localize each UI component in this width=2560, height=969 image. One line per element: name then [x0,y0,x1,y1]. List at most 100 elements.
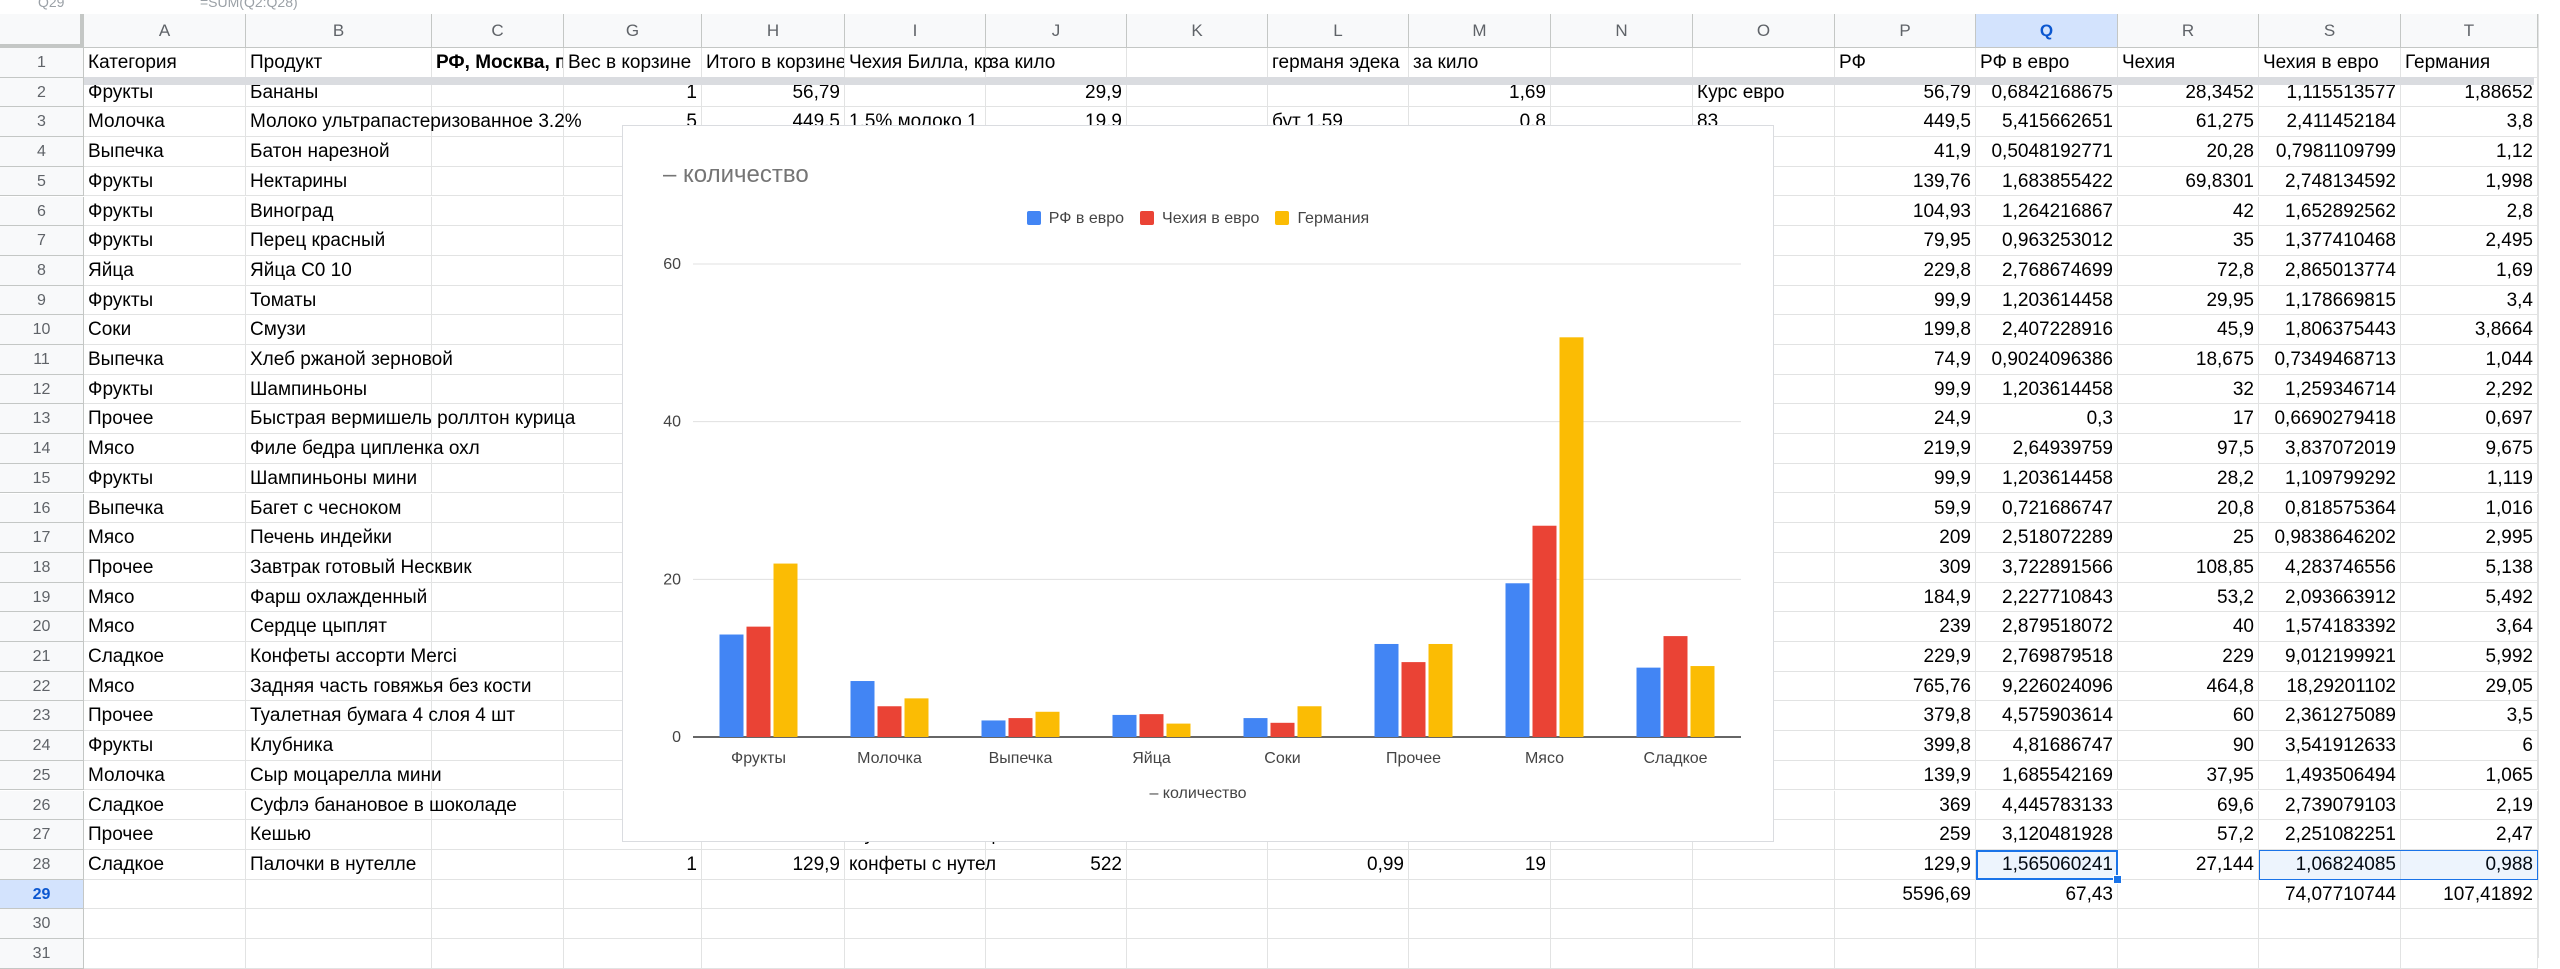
cell-r5[interactable]: 69,8301 [2118,166,2259,197]
cell-s23[interactable]: 2,361275089 [2259,701,2401,732]
cell-a26[interactable]: Сладкое [84,790,246,821]
cell-q4[interactable]: 0,5048192771 [1976,137,2118,167]
cell-q7[interactable]: 0,963253012 [1976,226,2118,256]
cell-i30[interactable] [845,909,986,939]
cell-a7[interactable]: Фрукты [84,226,246,256]
bar-3-0[interactable] [1112,714,1137,737]
row-header-18[interactable]: 18 [0,552,84,583]
cell-b5[interactable]: Нектарины [246,166,432,197]
cell-s22[interactable]: 18,29201102 [2259,671,2401,702]
legend-item[interactable]: Германия [1275,210,1369,228]
cell-p6[interactable]: 104,93 [1835,196,1976,227]
cell-s27[interactable]: 2,251082251 [2259,820,2401,850]
cell-r4[interactable]: 20,28 [2118,137,2259,167]
cell-p28[interactable]: 129,9 [1835,849,1976,880]
cell-p21[interactable]: 229,9 [1835,642,1976,672]
cell-p16[interactable]: 59,9 [1835,493,1976,524]
column-header-k[interactable]: K [1127,14,1268,48]
cell-s5[interactable]: 2,748134592 [2259,166,2401,197]
cell-s2[interactable]: 1,115513577 [2259,77,2401,108]
bar-7-0[interactable] [1636,667,1661,737]
row-header-24[interactable]: 24 [0,731,84,761]
cell-b4[interactable]: Батон нарезной [246,137,432,167]
cell-s7[interactable]: 1,377410468 [2259,226,2401,256]
cell-t23[interactable]: 3,5 [2401,701,2538,732]
cell-n29[interactable] [1551,879,1693,910]
cell-c18[interactable] [432,552,564,583]
row-header-8[interactable]: 8 [0,255,84,286]
cell-p2[interactable]: 56,79 [1835,77,1976,108]
cell-r20[interactable]: 40 [2118,612,2259,642]
cell-h2[interactable]: 56,79 [702,77,845,108]
cell-t10[interactable]: 3,8664 [2401,315,2538,345]
cell-b31[interactable] [246,939,432,969]
cell-g31[interactable] [564,939,702,969]
cell-b10[interactable]: Смузи [246,315,432,345]
cell-r30[interactable] [2118,909,2259,939]
cell-c2[interactable] [432,77,564,108]
cell-r11[interactable]: 18,675 [2118,345,2259,375]
cell-l29[interactable] [1268,879,1409,910]
cell-i29[interactable] [845,879,986,910]
bar-0-1[interactable] [746,626,771,737]
cell-a14[interactable]: Мясо [84,434,246,464]
cell-t27[interactable]: 2,47 [2401,820,2538,850]
cell-o31[interactable] [1693,939,1835,969]
cell-c5[interactable] [432,166,564,197]
cell-s9[interactable]: 1,178669815 [2259,285,2401,316]
column-header-a[interactable]: A [84,14,246,48]
cell-p12[interactable]: 99,9 [1835,374,1976,405]
cell-s3[interactable]: 2,411452184 [2259,107,2401,138]
column-header-s[interactable]: S [2259,14,2401,48]
cell-k28[interactable] [1127,849,1268,880]
cell-b27[interactable]: Кешью [246,820,432,850]
cell-s11[interactable]: 0,7349468713 [2259,345,2401,375]
column-header-o[interactable]: O [1693,14,1835,48]
cell-a30[interactable] [84,909,246,939]
column-header-t[interactable]: T [2401,14,2538,48]
cell-q17[interactable]: 2,518072289 [1976,523,2118,553]
cell-p24[interactable]: 399,8 [1835,731,1976,761]
cell-c1[interactable]: РФ, Москва, п [432,48,564,78]
cell-r12[interactable]: 32 [2118,374,2259,405]
column-header-n[interactable]: N [1551,14,1693,48]
cell-s15[interactable]: 1,109799292 [2259,463,2401,494]
cell-q21[interactable]: 2,769879518 [1976,642,2118,672]
cell-p1[interactable]: РФ [1835,48,1976,78]
cell-q8[interactable]: 2,768674699 [1976,255,2118,286]
cell-c11[interactable] [432,345,564,375]
row-header-31[interactable]: 31 [0,939,84,969]
chart[interactable]: – количество РФ в евро Чехия в евро Герман… [622,125,1774,842]
cell-r18[interactable]: 108,85 [2118,552,2259,583]
cell-q23[interactable]: 4,575903614 [1976,701,2118,732]
cell-n31[interactable] [1551,939,1693,969]
row-header-16[interactable]: 16 [0,493,84,524]
column-header-m[interactable]: M [1409,14,1551,48]
cell-t26[interactable]: 2,19 [2401,790,2538,821]
cell-p3[interactable]: 449,5 [1835,107,1976,138]
cell-k30[interactable] [1127,909,1268,939]
cell-l30[interactable] [1268,909,1409,939]
cell-a5[interactable]: Фрукты [84,166,246,197]
legend-item[interactable]: Чехия в евро [1140,210,1259,228]
bar-1-1[interactable] [877,706,902,737]
cell-q30[interactable] [1976,909,2118,939]
row-header-30[interactable]: 30 [0,909,84,939]
name-box[interactable]: Q29 [38,0,65,10]
cell-c29[interactable] [432,879,564,910]
cell-a10[interactable]: Соки [84,315,246,345]
cell-a27[interactable]: Прочее [84,820,246,850]
cell-t25[interactable]: 1,065 [2401,760,2538,791]
cell-a31[interactable] [84,939,246,969]
cell-a13[interactable]: Прочее [84,404,246,435]
cell-b2[interactable]: Бананы [246,77,432,108]
row-header-27[interactable]: 27 [0,820,84,850]
cell-r22[interactable]: 464,8 [2118,671,2259,702]
row-header-25[interactable]: 25 [0,760,84,791]
cell-a6[interactable]: Фрукты [84,196,246,227]
cell-q19[interactable]: 2,227710843 [1976,582,2118,613]
cell-r25[interactable]: 37,95 [2118,760,2259,791]
bar-6-2[interactable] [1559,337,1584,737]
cell-a16[interactable]: Выпечка [84,493,246,524]
cell-q18[interactable]: 3,722891566 [1976,552,2118,583]
